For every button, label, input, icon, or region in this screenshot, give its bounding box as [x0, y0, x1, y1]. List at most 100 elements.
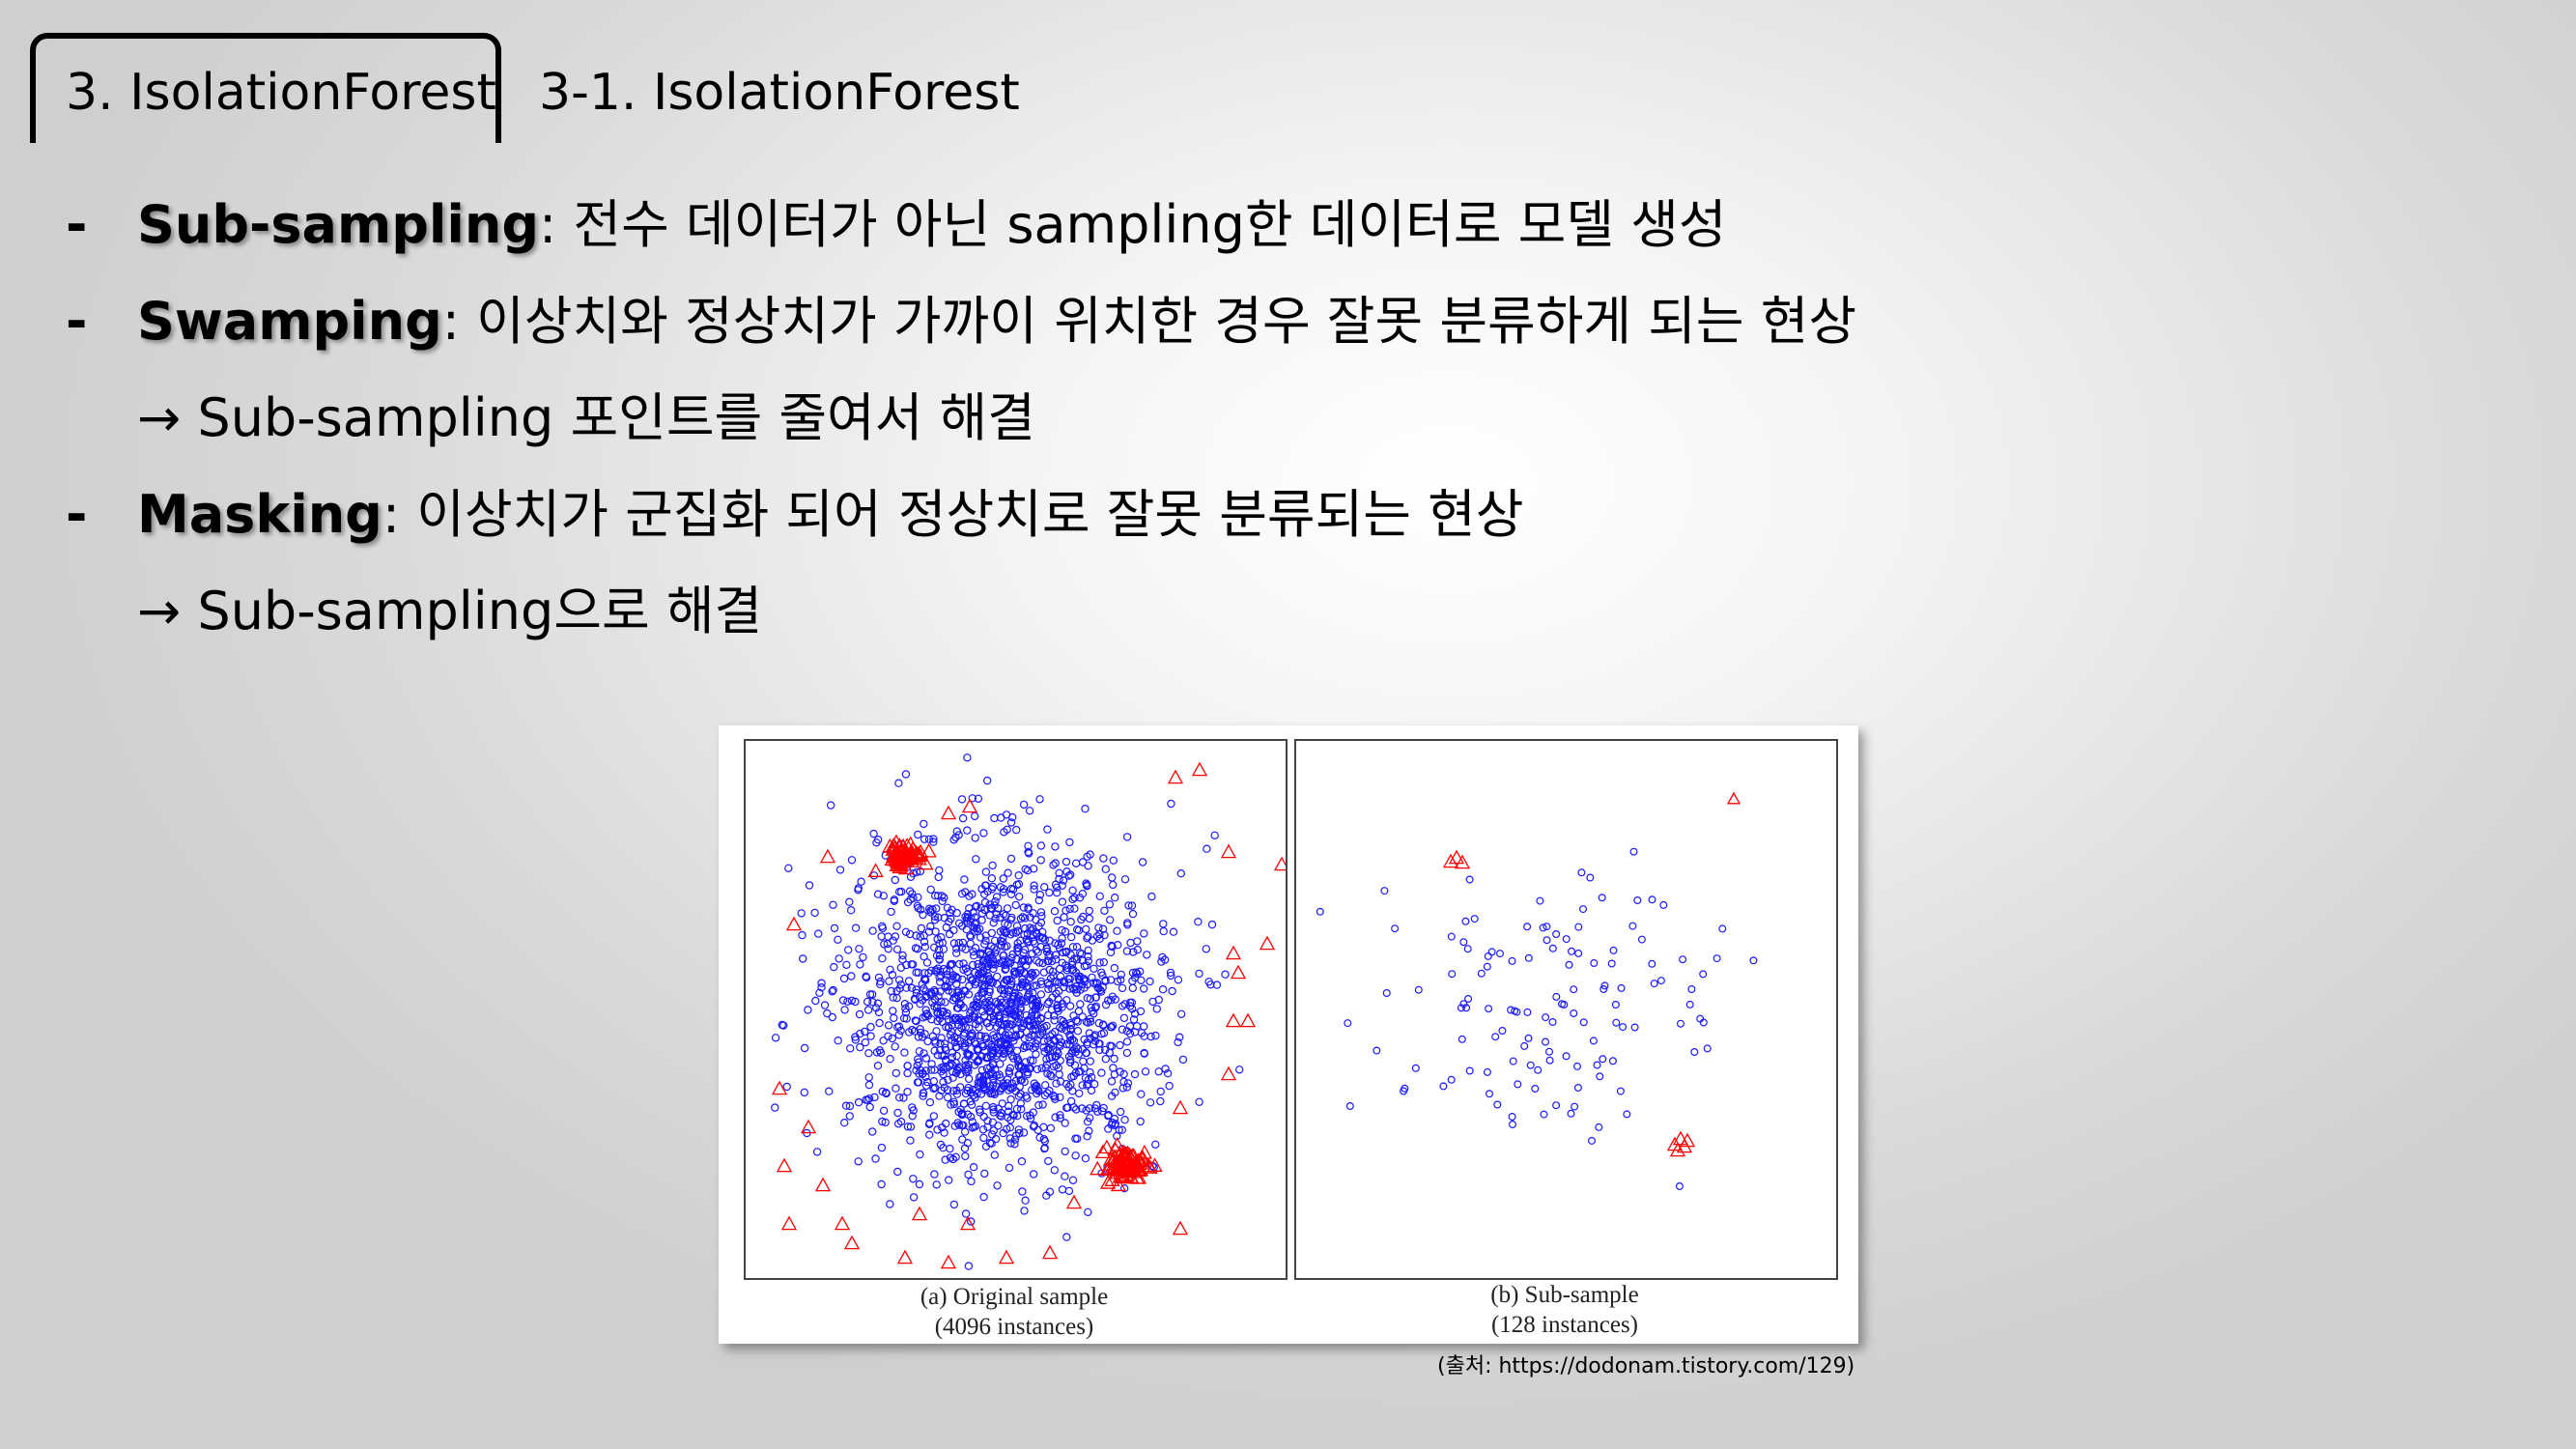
normal-point: [920, 931, 928, 940]
normal-point: [1043, 979, 1052, 987]
normal-point: [1056, 1114, 1064, 1122]
normal-point: [1628, 922, 1637, 930]
normal-point: [946, 1144, 954, 1153]
normal-point: [1090, 1080, 1099, 1089]
normal-point: [1070, 1045, 1079, 1054]
normal-point: [817, 982, 826, 992]
normal-point: [1119, 1077, 1128, 1087]
normal-point: [1011, 1011, 1021, 1020]
normal-point: [1109, 856, 1118, 866]
normal-point: [974, 794, 983, 804]
normal-point: [952, 1086, 961, 1094]
normal-point: [1567, 1109, 1575, 1118]
normal-point: [1539, 923, 1547, 932]
normal-point: [1523, 923, 1532, 931]
normal-point: [1050, 1166, 1059, 1175]
anomaly-point: [1110, 1158, 1127, 1174]
normal-point: [1090, 964, 1098, 973]
normal-point: [1050, 906, 1060, 916]
normal-point: [1687, 985, 1696, 994]
normal-point: [1000, 1020, 1008, 1029]
normal-point: [997, 1112, 1005, 1121]
normal-point: [1101, 1055, 1110, 1064]
normal-point: [798, 930, 807, 940]
normal-point: [1011, 900, 1020, 910]
normal-point: [1034, 895, 1043, 905]
normal-point: [894, 1031, 903, 1039]
normal-point: [970, 1037, 979, 1046]
normal-point: [940, 1039, 949, 1048]
normal-point: [1107, 1077, 1117, 1086]
normal-point: [1004, 920, 1012, 929]
normal-point: [1016, 999, 1025, 1009]
normal-point: [1608, 1057, 1617, 1065]
normal-point: [1061, 979, 1069, 987]
normal-point: [1064, 979, 1073, 987]
normal-point: [873, 999, 883, 1008]
normal-point: [1574, 949, 1583, 957]
normal-point: [1167, 971, 1175, 980]
normal-point: [845, 1044, 855, 1053]
normal-point: [1133, 945, 1142, 954]
anomaly-point: [1106, 1160, 1122, 1176]
normal-point: [914, 1033, 923, 1041]
normal-point: [1056, 1041, 1064, 1051]
normal-point: [1034, 1100, 1043, 1110]
normal-point: [854, 1157, 863, 1166]
anomaly-point: [1191, 761, 1208, 777]
normal-point: [1080, 977, 1090, 985]
normal-point: [935, 1092, 944, 1100]
normal-point: [799, 954, 807, 963]
normal-point: [908, 1103, 917, 1112]
normal-point: [935, 973, 944, 981]
anomaly-point: [1090, 1160, 1106, 1176]
normal-point: [1019, 903, 1028, 912]
normal-point: [1579, 905, 1588, 914]
normal-point: [983, 999, 992, 1008]
normal-point: [877, 1143, 887, 1152]
normal-point: [1039, 1122, 1048, 1131]
normal-point: [884, 1032, 892, 1040]
normal-point: [1027, 1011, 1036, 1021]
anomaly-point: [1129, 1158, 1146, 1173]
anomaly-point: [959, 1215, 977, 1231]
normal-point: [1082, 924, 1090, 934]
normal-point: [1659, 900, 1668, 909]
normal-point: [951, 1152, 960, 1161]
normal-point: [934, 992, 943, 1001]
normal-point: [1017, 996, 1026, 1005]
normal-point: [951, 973, 961, 982]
normal-point: [1055, 1034, 1063, 1042]
normal-point: [1077, 915, 1086, 924]
normal-point: [983, 1018, 992, 1028]
normal-point: [1514, 1080, 1522, 1089]
normal-point: [1117, 970, 1125, 980]
normal-point: [1083, 1132, 1091, 1141]
normal-point: [1045, 1187, 1055, 1196]
normal-point: [878, 953, 887, 963]
normal-point: [1713, 954, 1721, 963]
normal-point: [1118, 1125, 1126, 1134]
normal-point: [948, 988, 957, 997]
normal-point: [896, 980, 905, 989]
normal-point: [1132, 968, 1141, 977]
normal-point: [1571, 1102, 1579, 1111]
normal-point: [920, 1049, 928, 1058]
normal-point: [992, 1082, 1001, 1091]
normal-point: [1056, 1093, 1064, 1102]
normal-point: [1509, 1057, 1517, 1065]
normal-point: [1094, 923, 1103, 932]
normal-point: [1629, 847, 1638, 856]
normal-point: [919, 910, 927, 920]
normal-point: [971, 1094, 979, 1102]
normal-point: [1024, 937, 1033, 946]
normal-point: [1116, 1107, 1125, 1117]
normal-point: [1447, 932, 1456, 941]
normal-point: [828, 987, 836, 996]
normal-point: [1545, 1056, 1554, 1065]
normal-point: [962, 917, 971, 925]
normal-point: [952, 1090, 962, 1098]
normal-point: [877, 932, 886, 941]
anomaly-point: [1679, 1132, 1696, 1148]
normal-point: [1470, 915, 1479, 923]
